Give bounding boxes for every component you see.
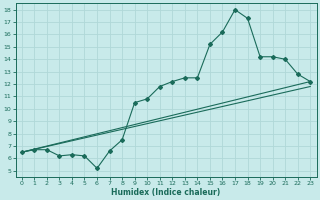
X-axis label: Humidex (Indice chaleur): Humidex (Indice chaleur) — [111, 188, 221, 197]
